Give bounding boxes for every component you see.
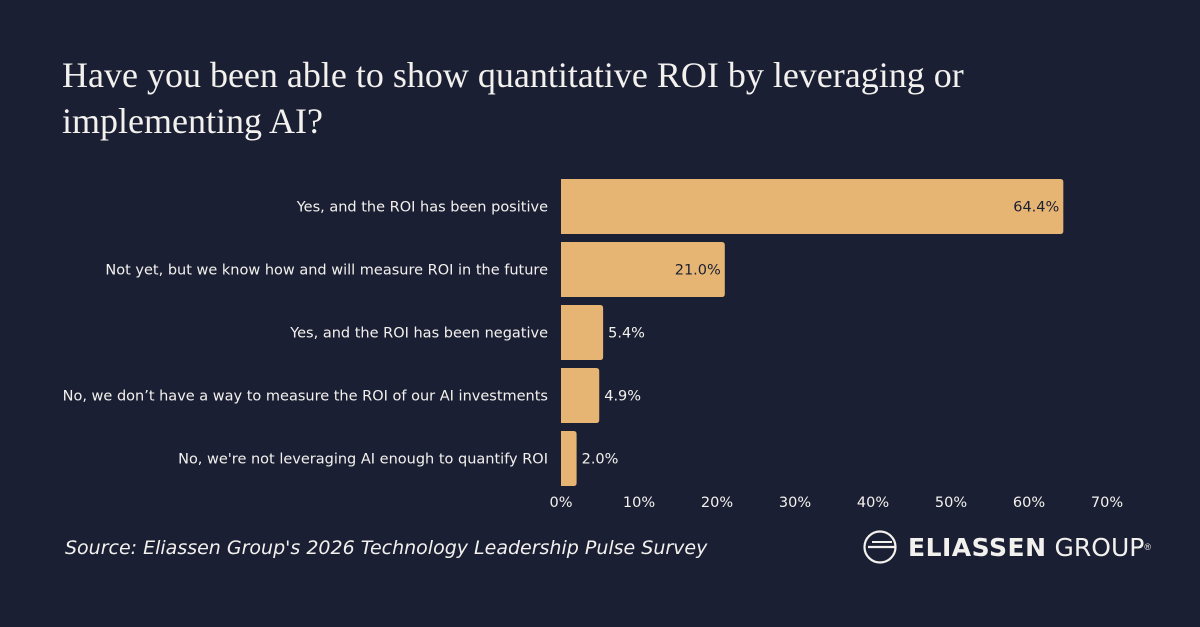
bar	[561, 242, 725, 297]
x-tick-label: 70%	[1091, 495, 1123, 511]
data-label: 2.0%	[582, 452, 619, 468]
category-label: No, we're not leveraging AI enough to qu…	[178, 452, 548, 468]
bar	[561, 368, 600, 423]
source-note: Source: Eliassen Group's 2026 Technology…	[65, 537, 708, 559]
chart-title: Have you been able to show quantitative …	[62, 55, 964, 141]
x-tick-label: 50%	[935, 495, 967, 511]
eliassen-group-logo: ELIASSEN GROUP ®	[862, 529, 1151, 565]
x-tick-label: 60%	[1013, 495, 1045, 511]
bar	[561, 305, 604, 360]
logo-text-light: GROUP	[1054, 532, 1145, 562]
x-tick-label: 0%	[549, 495, 572, 511]
x-tick-label: 20%	[701, 495, 733, 511]
registered-mark: ®	[1144, 542, 1151, 552]
data-label: 5.4%	[608, 326, 645, 342]
data-label: 4.9%	[604, 389, 641, 405]
logo-mark-icon	[863, 530, 897, 564]
data-label: 64.4%	[1013, 200, 1059, 216]
data-label: 21.0%	[675, 263, 721, 279]
bar	[561, 431, 577, 486]
category-label: Not yet, but we know how and will measur…	[105, 263, 548, 279]
category-label: No, we don’t have a way to measure the R…	[63, 389, 548, 405]
x-tick-label: 30%	[779, 495, 811, 511]
category-label: Yes, and the ROI has been positive	[296, 200, 548, 216]
x-tick-label: 40%	[857, 495, 889, 511]
x-tick-label: 10%	[623, 495, 655, 511]
category-label: Yes, and the ROI has been negative	[289, 326, 548, 342]
bar	[561, 179, 1064, 234]
logo-text-bold: ELIASSEN	[908, 532, 1047, 562]
